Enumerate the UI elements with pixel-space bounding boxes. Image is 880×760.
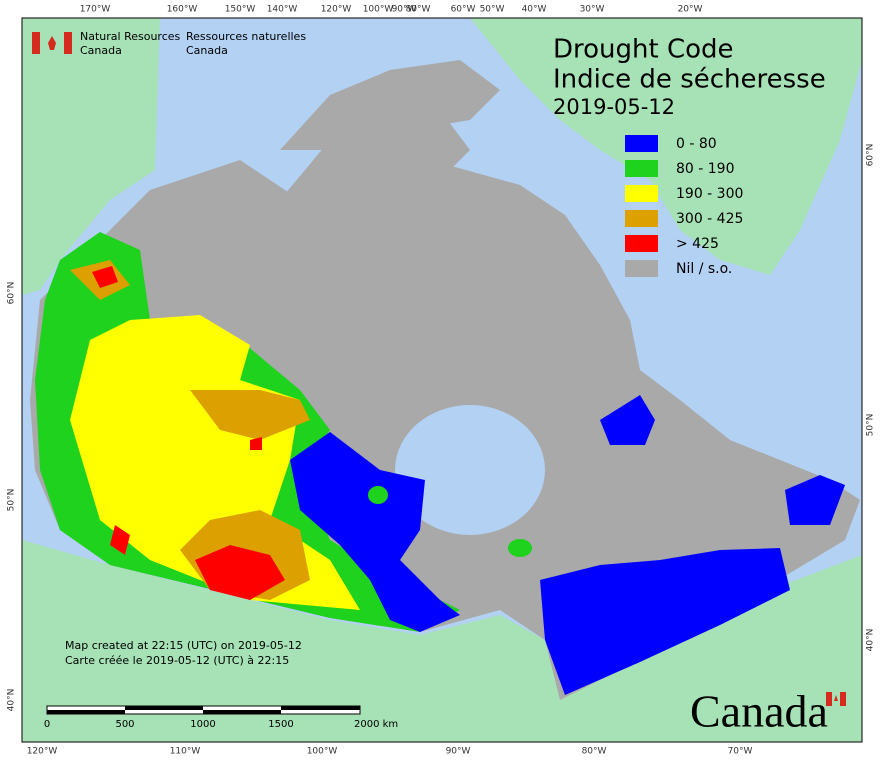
longitude-label: 20°W — [678, 5, 703, 15]
legend-label: 80 - 190 — [676, 161, 735, 177]
note: Map created at 22:15 (UTC) on 2019-05-12 — [65, 639, 302, 652]
dc-80-190 — [368, 486, 388, 504]
longitude-label: 150°W — [225, 5, 256, 15]
longitude-label: 120°W — [321, 5, 352, 15]
longitude-label: 100°W — [307, 747, 338, 757]
scale-segment — [125, 706, 203, 710]
legend-swatch — [625, 160, 658, 177]
latitude-label: 50°N — [7, 489, 17, 512]
united-states — [22, 540, 862, 742]
latitude-label: 60°N — [866, 144, 876, 167]
longitude-label: 30°W — [580, 5, 605, 15]
longitude-label: 90°W — [392, 5, 417, 15]
longitude-label: 80°W — [406, 5, 431, 15]
note: Carte créée le 2019-05-12 (UTC) à 22:15 — [65, 654, 289, 667]
flag-bar — [32, 32, 40, 54]
longitude-label: 50°W — [480, 5, 505, 15]
longitude-label: 80°W — [582, 747, 607, 757]
flag-leaf — [834, 695, 838, 701]
longitude-label: 90°W — [446, 747, 471, 757]
scale-label: 0 — [44, 719, 50, 730]
latitude-label: 50°N — [866, 414, 876, 437]
legend-swatch — [625, 185, 658, 202]
scale-segment — [203, 710, 281, 714]
alaska — [22, 18, 160, 295]
map-area — [22, 18, 862, 742]
greenland — [470, 18, 862, 275]
arctic-islands — [230, 110, 470, 260]
longitude-label: 100°W — [363, 5, 394, 15]
longitude-label: 110°W — [170, 747, 201, 757]
scale-label: 1500 — [268, 719, 293, 730]
agency-en: Canada — [80, 44, 122, 57]
dc-0-80 — [290, 395, 845, 695]
longitude-label: 60°W — [451, 5, 476, 15]
longitude-label: 170°W — [80, 5, 111, 15]
longitude-label: 70°W — [728, 747, 753, 757]
dc-300-425 — [70, 260, 310, 600]
longitude-label: 120°W — [27, 747, 58, 757]
agency-fr: Canada — [186, 44, 228, 57]
longitude-label: 160°W — [167, 5, 198, 15]
title-fr: Indice de sécheresse — [553, 65, 826, 95]
agency-fr: Ressources naturelles — [186, 30, 306, 43]
legend-swatch — [625, 210, 658, 227]
longitude-label: 40°W — [522, 5, 547, 15]
scale-label: 2000 km — [354, 719, 398, 730]
nrcan-logo — [32, 32, 846, 706]
scale-label: 500 — [115, 719, 134, 730]
hudson-bay — [395, 405, 545, 535]
scale-segment — [281, 706, 360, 710]
legend-swatch — [625, 260, 658, 277]
flag-bar — [826, 692, 832, 706]
flag-bar — [64, 32, 72, 54]
flag-leaf — [48, 36, 56, 50]
legend-label: 190 - 300 — [676, 186, 743, 202]
latitude-label: 60°N — [7, 282, 17, 305]
agency-en: Natural Resources — [80, 30, 181, 43]
wordmark: Canada — [690, 686, 828, 737]
legend-label: > 425 — [676, 236, 719, 252]
longitude-label: 140°W — [267, 5, 298, 15]
date: 2019-05-12 — [553, 95, 675, 119]
legend-label: 300 - 425 — [676, 211, 743, 227]
flag-bar — [840, 692, 846, 706]
legend-label: Nil / s.o. — [676, 261, 732, 277]
legend-swatch — [625, 135, 658, 152]
dc-80-190 — [508, 539, 532, 557]
latitude-label: 40°N — [7, 689, 17, 712]
scale-label: 1000 — [190, 719, 215, 730]
legend-swatch — [625, 235, 658, 252]
scale-bar — [46, 705, 361, 715]
title: Drought Code — [553, 35, 734, 65]
latitude-label: 40°N — [866, 629, 876, 652]
frame — [21, 17, 863, 743]
arctic-islands — [280, 60, 500, 150]
legend-label: 0 - 80 — [676, 136, 717, 152]
dc-over-425 — [92, 266, 285, 600]
scale-segment — [47, 710, 125, 714]
